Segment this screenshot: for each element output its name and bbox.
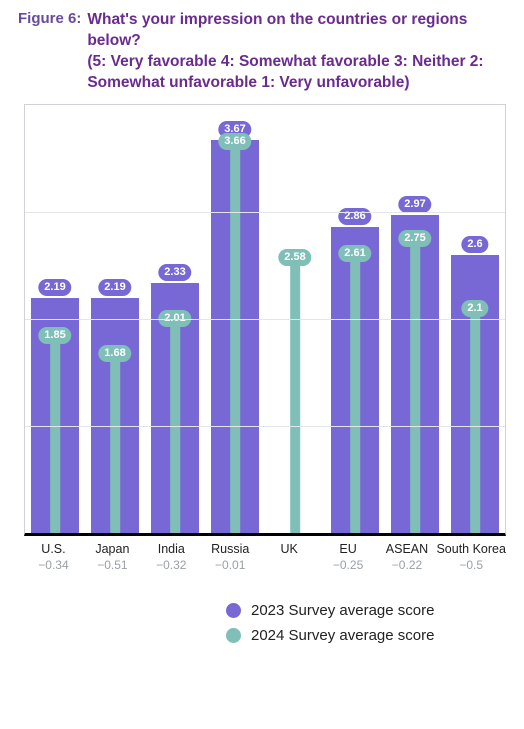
gridline (25, 426, 505, 427)
legend-item: 2024 Survey average score (226, 627, 434, 644)
legend-item: 2023 Survey average score (226, 602, 434, 619)
x-axis-cell: Russia −0.01 (201, 536, 260, 584)
value-label-2024: 2.1 (461, 300, 488, 317)
delta-label: −0.25 (319, 558, 378, 572)
value-label-2024: 2.75 (398, 230, 431, 247)
delta-label: −0.5 (436, 558, 506, 572)
legend: 2023 Survey average score 2024 Survey ave… (18, 602, 506, 644)
bar-2024 (230, 141, 240, 533)
category-label: ASEAN (378, 542, 437, 556)
bar-2024 (110, 353, 120, 533)
x-axis-cell: South Korea −0.5 (436, 536, 506, 584)
value-label-2023: 2.97 (398, 196, 431, 213)
x-axis-cell: EU −0.25 (319, 536, 378, 584)
bar-2024 (410, 238, 420, 532)
value-label-2024: 2.58 (278, 249, 311, 266)
value-label-2023: 2.86 (338, 208, 371, 225)
x-axis-cell: UK (260, 536, 319, 584)
value-label-2023: 2.19 (98, 279, 131, 296)
bar-2024 (470, 308, 480, 533)
delta-label: −0.51 (83, 558, 142, 572)
figure-title: What's your impression on the countries … (87, 10, 506, 94)
gridline (25, 212, 505, 213)
bar-2024 (50, 335, 60, 533)
category-label: UK (260, 542, 319, 556)
delta-label: −0.01 (201, 558, 260, 572)
x-axis: U.S. −0.34Japan −0.51India −0.32Russia −0.01… (24, 536, 506, 584)
category-label: U.S. (24, 542, 83, 556)
category-label: South Korea (436, 542, 506, 556)
value-label-2023: 2.33 (158, 264, 191, 281)
category-label: Japan (83, 542, 142, 556)
chart-area: 2.191.852.191.682.332.013.673.662.582.86… (18, 104, 506, 584)
value-label-2024: 2.61 (338, 245, 371, 262)
value-label-2024: 1.85 (38, 327, 71, 344)
x-axis-cell: U.S. −0.34 (24, 536, 83, 584)
category-label: Russia (201, 542, 260, 556)
legend-swatch (226, 628, 241, 643)
legend-label: 2023 Survey average score (251, 602, 434, 619)
x-axis-cell: India −0.32 (142, 536, 201, 584)
category-label: India (142, 542, 201, 556)
value-label-2024: 1.68 (98, 345, 131, 362)
delta-label: −0.34 (24, 558, 83, 572)
plot-area: 2.191.852.191.682.332.013.673.662.582.86… (24, 104, 506, 536)
x-axis-cell: Japan −0.51 (83, 536, 142, 584)
value-label-2023: 2.6 (461, 236, 488, 253)
value-label-2023: 2.19 (38, 279, 71, 296)
delta-label: −0.22 (378, 558, 437, 572)
category-label: EU (319, 542, 378, 556)
legend-label: 2024 Survey average score (251, 627, 434, 644)
x-axis-cell: ASEAN −0.22 (378, 536, 437, 584)
figure-container: Figure 6: What's your impression on the … (0, 0, 524, 664)
bar-2024 (350, 253, 360, 532)
legend-swatch (226, 603, 241, 618)
figure-label: Figure 6: (18, 10, 81, 27)
value-label-2024: 3.66 (218, 133, 251, 150)
gridline (25, 319, 505, 320)
bar-2024 (290, 257, 300, 533)
title-block: Figure 6: What's your impression on the … (18, 10, 506, 94)
delta-label: −0.32 (142, 558, 201, 572)
